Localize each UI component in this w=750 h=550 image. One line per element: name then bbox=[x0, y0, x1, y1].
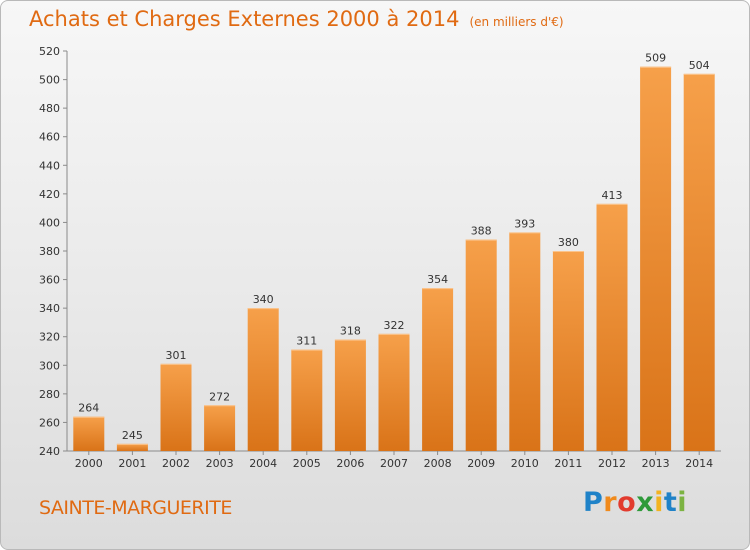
x-tick-label: 2003 bbox=[206, 457, 234, 470]
chart-unit: (en milliers d'€) bbox=[469, 15, 564, 29]
town-name: SAINTE-MARGUERITE bbox=[39, 497, 232, 519]
y-tick-label: 280 bbox=[39, 388, 60, 401]
x-tick-label: 2008 bbox=[424, 457, 452, 470]
logo-letter: t bbox=[663, 487, 678, 518]
data-label: 354 bbox=[427, 273, 448, 286]
bar bbox=[552, 251, 584, 451]
x-tick-label: 2000 bbox=[75, 457, 103, 470]
x-tick-label: 2007 bbox=[380, 457, 408, 470]
y-tick-label: 460 bbox=[39, 131, 60, 144]
logo-letter: P bbox=[583, 487, 604, 518]
y-tick-label: 500 bbox=[39, 74, 60, 87]
bar bbox=[73, 416, 105, 451]
data-label: 318 bbox=[340, 325, 361, 338]
bar bbox=[683, 73, 715, 451]
data-label: 509 bbox=[645, 52, 666, 65]
bar bbox=[378, 333, 410, 451]
x-tick-label: 2009 bbox=[467, 457, 495, 470]
bar bbox=[160, 363, 192, 451]
data-label: 245 bbox=[122, 429, 143, 442]
axes: 240 260 280 300 320 340 360 380 400 420 440 460 480 5… bbox=[39, 45, 721, 470]
bars: 264 245 301 272 340 311 318 322 354 388 393 380 413 5… bbox=[73, 52, 715, 451]
x-tick-label: 2004 bbox=[249, 457, 277, 470]
x-tick-label: 2011 bbox=[554, 457, 582, 470]
data-label: 504 bbox=[689, 59, 710, 72]
bar bbox=[640, 66, 672, 451]
chart-title: Achats et Charges Externes 2000 à 2014 (e… bbox=[29, 7, 564, 31]
x-tick-label: 2005 bbox=[293, 457, 321, 470]
bar bbox=[465, 239, 497, 451]
data-label: 340 bbox=[253, 293, 274, 306]
logo-letter: i bbox=[677, 487, 688, 518]
data-label: 322 bbox=[384, 319, 405, 332]
x-tick-label: 2012 bbox=[598, 457, 626, 470]
data-label: 311 bbox=[296, 335, 317, 348]
bar bbox=[334, 339, 366, 451]
bar bbox=[596, 203, 628, 451]
x-tick-label: 2013 bbox=[642, 457, 670, 470]
data-label: 380 bbox=[558, 236, 579, 249]
y-tick-label: 400 bbox=[39, 216, 60, 229]
y-tick-label: 340 bbox=[39, 302, 60, 315]
x-tick-label: 2002 bbox=[162, 457, 190, 470]
bar bbox=[204, 405, 236, 451]
y-tick-label: 480 bbox=[39, 102, 60, 115]
x-tick-label: 2006 bbox=[336, 457, 364, 470]
x-tick-label: 2010 bbox=[511, 457, 539, 470]
bar bbox=[291, 349, 323, 451]
logo-letter: o bbox=[617, 487, 637, 518]
data-label: 388 bbox=[471, 225, 492, 238]
y-tick-label: 520 bbox=[39, 45, 60, 58]
bar bbox=[116, 443, 148, 451]
bar bbox=[247, 308, 279, 451]
bar bbox=[509, 232, 541, 451]
x-tick-label: 2014 bbox=[685, 457, 713, 470]
data-label: 272 bbox=[209, 390, 230, 403]
y-tick-label: 260 bbox=[39, 416, 60, 429]
x-tick-label: 2001 bbox=[118, 457, 146, 470]
y-tick-label: 380 bbox=[39, 245, 60, 258]
logo-letter: r bbox=[603, 487, 618, 518]
y-tick-label: 320 bbox=[39, 331, 60, 344]
logo-letter: x bbox=[636, 487, 655, 518]
y-tick-label: 360 bbox=[39, 274, 60, 287]
chart-title-text: Achats et Charges Externes 2000 à 2014 bbox=[29, 7, 460, 31]
proxiti-logo[interactable]: Proxiti bbox=[583, 487, 687, 518]
y-tick-label: 440 bbox=[39, 159, 60, 172]
bar bbox=[422, 288, 454, 451]
data-label: 413 bbox=[602, 189, 623, 202]
data-label: 393 bbox=[514, 217, 535, 230]
y-tick-label: 240 bbox=[39, 445, 60, 458]
data-label: 264 bbox=[78, 402, 99, 415]
data-label: 301 bbox=[166, 349, 187, 362]
y-tick-label: 420 bbox=[39, 188, 60, 201]
y-tick-label: 300 bbox=[39, 359, 60, 372]
logo-letter: i bbox=[654, 487, 664, 518]
